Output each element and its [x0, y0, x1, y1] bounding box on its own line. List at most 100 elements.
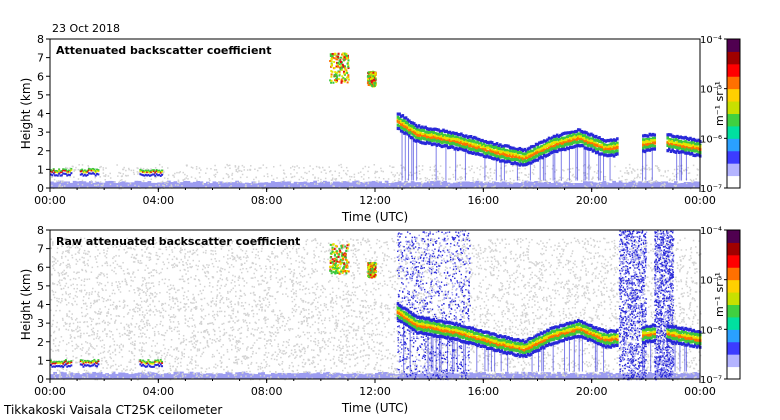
colorbar-cell: [727, 76, 740, 80]
y-tick-label: 2: [37, 145, 44, 158]
colorbar-cell: [727, 356, 740, 360]
colorbar-cell: [727, 309, 740, 313]
colorbar-cell: [727, 321, 740, 325]
colorbar-cell: [727, 108, 740, 112]
y-tick-label: 5: [37, 280, 44, 293]
colorbar-cell: [727, 297, 740, 301]
colorbar-cell: [727, 316, 740, 320]
x-tick-label: 08:00: [251, 194, 283, 207]
x-tick-label: 20:00: [576, 194, 608, 207]
colorbar-cell: [727, 180, 740, 184]
colorbar-cell: [727, 306, 740, 310]
colorbar-bottom: 10⁻⁷ 10⁻⁶ 10⁻⁵ 10⁻⁴ m⁻¹ sr⁻¹: [700, 226, 741, 386]
y-tick-label: 3: [37, 126, 44, 139]
colorbar-frame: [726, 38, 741, 189]
colorbar-cell: [727, 341, 740, 345]
colorbar-cell: [727, 81, 740, 85]
colorbar-cell: [727, 376, 740, 380]
colorbar-tick-label: 10⁻⁶: [700, 325, 722, 336]
colorbar-cell: [727, 351, 740, 355]
colorbar-cell: [727, 48, 740, 52]
x-tick-label: 12:00: [359, 194, 391, 207]
colorbar-cell: [727, 138, 740, 142]
colorbar-top: 10⁻⁷ 10⁻⁶ 10⁻⁵ 10⁻⁴ m⁻¹ sr⁻¹: [700, 35, 741, 195]
colorbar-cell: [727, 153, 740, 157]
colorbar-cell: [727, 326, 740, 330]
colorbar-cell: [727, 123, 740, 127]
colorbar-cell: [727, 86, 740, 90]
colorbar-tick-label: 10⁻⁷: [700, 184, 722, 195]
colorbar-cell: [727, 244, 740, 248]
colorbar-cell: [727, 143, 740, 147]
colorbar-cell: [727, 78, 740, 82]
colorbar-cell: [727, 160, 740, 164]
colorbar-unit-label: m⁻¹ sr⁻¹: [713, 272, 726, 317]
y-tick-label: 4: [37, 108, 44, 121]
colorbar-cell: [727, 133, 740, 137]
colorbar-cell: [727, 140, 740, 144]
x-tick-label: 00:00: [684, 385, 716, 398]
colorbar-cell: [727, 56, 740, 60]
colorbar-cell: [727, 96, 740, 100]
colorbar-cell: [727, 150, 740, 154]
colorbar-cell: [727, 106, 740, 110]
colorbar-cell: [727, 237, 740, 241]
x-tick-label: 16:00: [467, 194, 499, 207]
colorbar-cell: [727, 249, 740, 253]
colorbar-tick-label: 10⁻⁷: [700, 375, 722, 386]
colorbar-cell: [727, 98, 740, 102]
colorbar-cell: [727, 274, 740, 278]
colorbar-cell: [727, 361, 740, 365]
colorbar-cell: [727, 257, 740, 261]
colorbar-cell: [727, 168, 740, 172]
colorbar-cell: [727, 103, 740, 107]
colorbar-cell: [727, 101, 740, 105]
colorbar-cell: [727, 83, 740, 87]
colorbar-cell: [727, 319, 740, 323]
colorbar-cell: [727, 158, 740, 162]
x-tick-label: 00:00: [684, 194, 716, 207]
colorbar-cell: [727, 267, 740, 271]
colorbar-cell: [727, 331, 740, 335]
colorbar-cell: [727, 277, 740, 281]
colorbar-cell: [727, 113, 740, 117]
panel-title: Attenuated backscatter coefficient: [56, 44, 272, 57]
colorbar-frame: [726, 229, 741, 380]
colorbar-cell: [727, 91, 740, 95]
colorbar-cell: [727, 294, 740, 298]
colorbar-cell: [727, 68, 740, 72]
backscatter-texture: [50, 52, 702, 190]
colorbar-cell: [727, 299, 740, 303]
colorbar-cell: [727, 173, 740, 177]
colorbar-cell: [727, 366, 740, 370]
colorbar-cell: [727, 259, 740, 263]
date-label: 23 Oct 2018: [52, 22, 120, 35]
colorbar-cell: [727, 279, 740, 283]
colorbar-cell: [727, 344, 740, 348]
colorbar-cell: [727, 170, 740, 174]
colorbar-cell: [727, 53, 740, 57]
colorbar-cell: [727, 71, 740, 75]
colorbar-cell: [727, 254, 740, 258]
plot-area: [50, 39, 700, 188]
colorbar-cell: [727, 304, 740, 308]
colorbar-cell: [727, 51, 740, 55]
colorbar-cell: [727, 374, 740, 378]
colorbar-cell: [727, 262, 740, 266]
y-axis: 0 1 2 3 4 5 6 7 8: [37, 224, 50, 386]
colorbar-cell: [727, 148, 740, 152]
colorbar-cell: [727, 125, 740, 129]
x-tick-label: 12:00: [359, 385, 391, 398]
colorbar-cell: [727, 155, 740, 159]
backscatter-texture: [50, 230, 702, 381]
colorbar-cell: [727, 43, 740, 47]
colorbar-cell: [727, 287, 740, 291]
colorbar-cell: [727, 334, 740, 338]
colorbar-cell: [727, 61, 740, 65]
y-tick-label: 4: [37, 299, 44, 312]
colorbar-tick-label: 10⁻⁴: [700, 226, 722, 237]
x-axis: 00:00 04:00 08:00 12:00 16:00 20:00 00:00: [34, 379, 716, 398]
colorbar-unit-label: m⁻¹ sr⁻¹: [713, 81, 726, 126]
